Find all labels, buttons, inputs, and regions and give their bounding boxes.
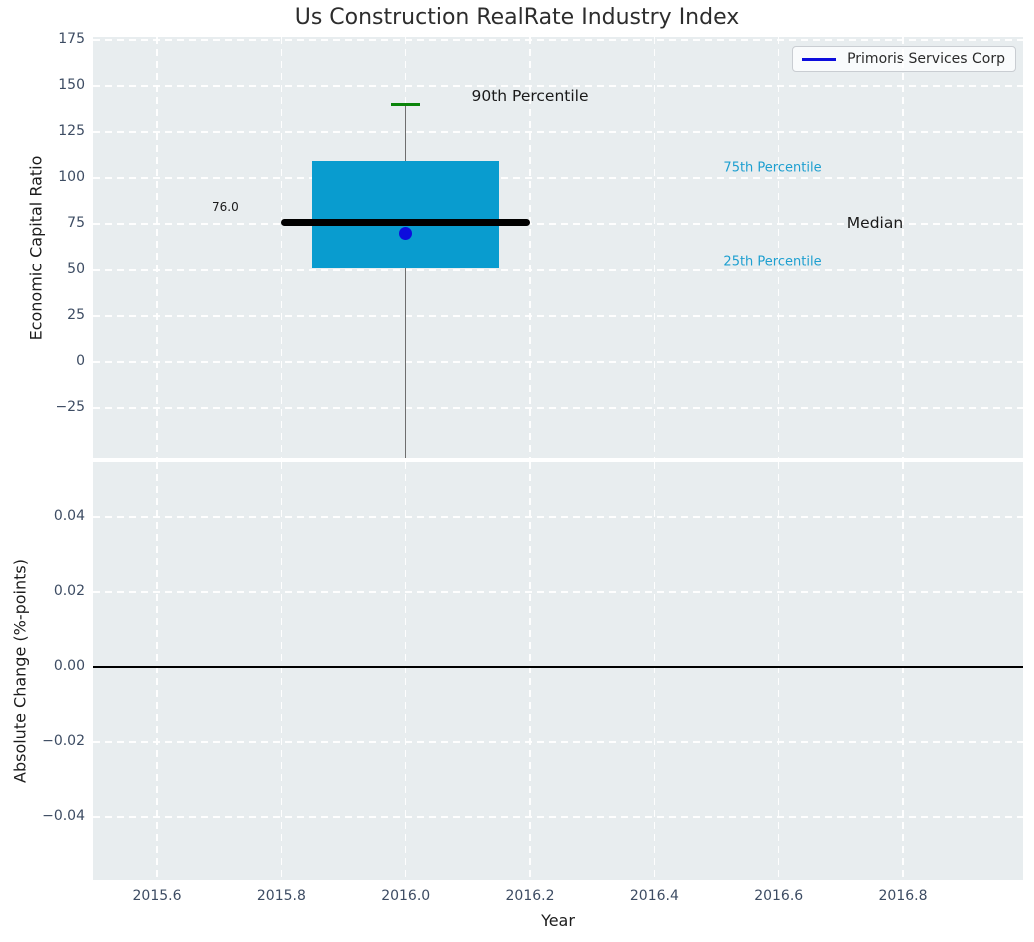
legend-line-icon — [802, 57, 837, 61]
gridline-horizontal — [93, 269, 1023, 271]
iqr-box — [312, 161, 499, 269]
gridline-vertical — [156, 37, 158, 458]
annotation-25th-percentile: 25th Percentile — [723, 254, 822, 270]
gridline-horizontal — [93, 816, 1023, 818]
legend: Primoris Services Corp — [792, 46, 1016, 72]
gridline-vertical — [777, 462, 780, 880]
gridline-horizontal — [93, 223, 1023, 225]
annotation-median: Median — [846, 214, 904, 232]
y-tick-label: 25 — [67, 306, 85, 323]
x-axis-label: Year — [541, 911, 575, 930]
bottom-axes-absolute-change — [93, 462, 1023, 880]
x-tick-label: 2016.0 — [381, 888, 431, 904]
y-tick-label: 175 — [58, 30, 85, 47]
y-tick-label: 125 — [58, 122, 85, 139]
y-tick-label: 0.02 — [53, 583, 85, 600]
p90-cap — [391, 102, 420, 107]
gridline-horizontal — [93, 131, 1023, 133]
gridline-horizontal — [93, 177, 1023, 179]
y-tick-label: 100 — [58, 168, 85, 185]
top-axes-economic-capital-ratio: Primoris Services Corp 90th Percentile 76… — [93, 37, 1023, 458]
median-line — [281, 218, 531, 226]
gridline-horizontal — [93, 741, 1023, 743]
gridline-horizontal — [93, 315, 1023, 317]
gridline-horizontal — [93, 361, 1023, 363]
gridline-vertical — [156, 462, 158, 880]
gridline-horizontal — [93, 39, 1023, 41]
gridline-horizontal — [93, 407, 1023, 409]
gridline-horizontal — [93, 516, 1023, 518]
chart-title: Us Construction RealRate Industry Index — [294, 5, 740, 30]
legend-label-primoris: Primoris Services Corp — [847, 51, 1005, 67]
company-point-marker — [399, 226, 413, 240]
y-tick-label: 150 — [58, 76, 85, 93]
gridline-vertical — [529, 462, 531, 880]
x-tick-label: 2016.8 — [878, 888, 928, 904]
y-tick-label: −0.02 — [42, 733, 85, 749]
annotation-90th-percentile: 90th Percentile — [471, 87, 589, 106]
y-tick-label: 0 — [76, 353, 85, 369]
gridline-vertical — [404, 462, 407, 880]
y-tick-label: 50 — [67, 260, 85, 277]
gridline-vertical — [777, 37, 780, 458]
gridline-vertical — [280, 37, 283, 458]
gridline-vertical — [653, 37, 656, 458]
y-tick-label: 0.04 — [53, 508, 85, 525]
whisker-line — [404, 104, 407, 458]
y-axis-label: Economic Capital Ratio — [26, 155, 46, 340]
x-tick-label: 2015.6 — [132, 888, 182, 904]
y-tick-label: −25 — [55, 399, 85, 415]
gridline-vertical — [653, 462, 656, 880]
x-tick-label: 2016.2 — [505, 888, 555, 904]
zero-line — [93, 666, 1023, 669]
y-axis-label: Absolute Change (%-points) — [10, 559, 30, 783]
x-tick-label: 2016.6 — [754, 888, 804, 904]
x-tick-label: 2015.8 — [256, 888, 306, 904]
x-tick-label: 2016.4 — [629, 888, 679, 904]
y-tick-label: −0.04 — [42, 808, 85, 824]
annotation-76-0: 76.0 — [212, 200, 239, 215]
gridline-vertical — [902, 462, 904, 880]
gridline-horizontal — [93, 591, 1023, 593]
y-tick-label: 0.00 — [53, 658, 85, 675]
gridline-horizontal — [93, 85, 1023, 87]
gridline-vertical — [902, 37, 904, 458]
y-tick-label: 75 — [67, 214, 85, 231]
gridline-vertical — [529, 37, 531, 458]
gridline-vertical — [280, 462, 283, 880]
annotation-75th-percentile: 75th Percentile — [723, 160, 822, 176]
